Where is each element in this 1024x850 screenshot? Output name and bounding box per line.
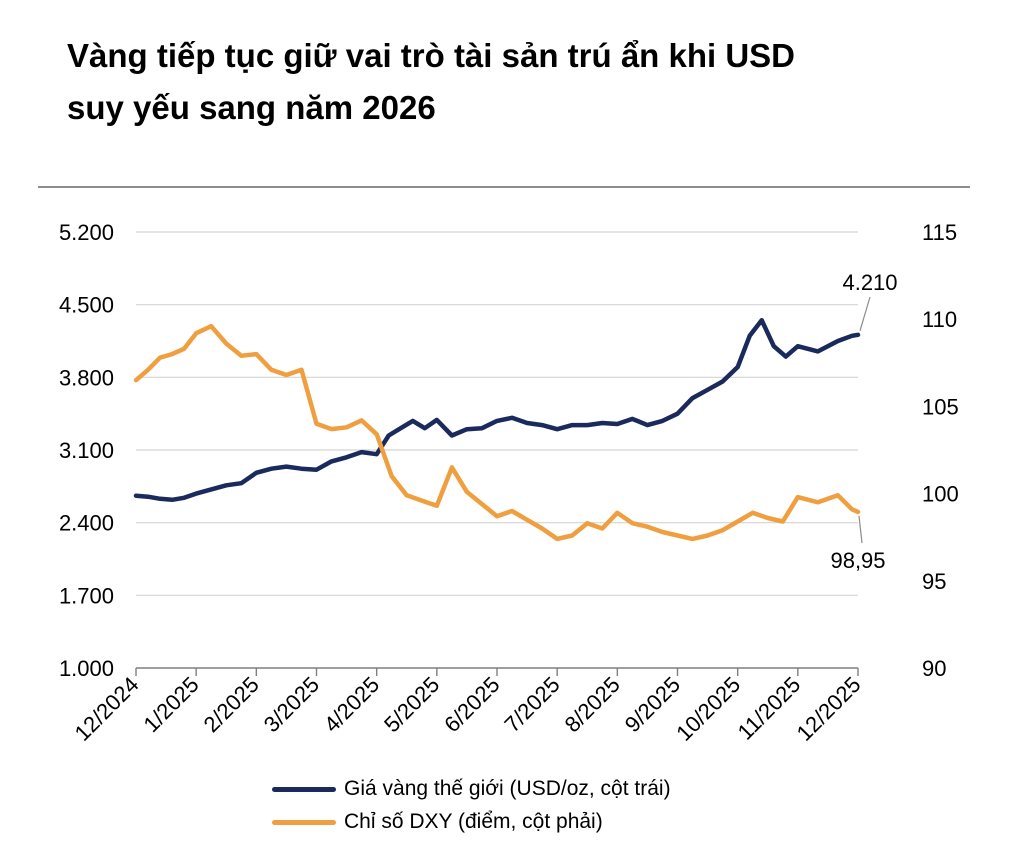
y-right-tick-label: 110 bbox=[922, 307, 957, 332]
x-tick-label: 7/2025 bbox=[499, 672, 564, 737]
dxy-end-label: 98,95 bbox=[830, 548, 885, 573]
chart-title-line-1: Vàng tiếp tục giữ vai trò tài sản trú ẩn… bbox=[67, 37, 796, 74]
y-right-tick-label: 100 bbox=[922, 482, 959, 507]
y-right-tick-label: 105 bbox=[922, 394, 959, 419]
y-left-tick-label: 5.200 bbox=[59, 220, 114, 245]
x-tick-label: 5/2025 bbox=[379, 672, 444, 737]
x-tick-label: 4/2025 bbox=[319, 672, 384, 737]
dxy-index-line bbox=[133, 323, 861, 542]
dxy-end-label-leader bbox=[858, 515, 863, 544]
chart-title: Vàng tiếp tục giữ vai trò tài sản trú ẩn… bbox=[67, 30, 967, 134]
gold-price-line bbox=[133, 317, 861, 503]
legend-label-dxy: Chỉ số DXY (điểm, cột phải) bbox=[344, 810, 603, 833]
title-divider bbox=[38, 186, 970, 188]
y-left-tick-label: 1.000 bbox=[59, 656, 114, 681]
x-tick-label: 6/2025 bbox=[439, 672, 504, 737]
y-left-tick-label: 3.100 bbox=[59, 438, 114, 463]
gold-end-label: 4.210 bbox=[842, 270, 897, 295]
legend-swatch-gold bbox=[272, 786, 336, 792]
y-left-tick-label: 2.400 bbox=[59, 511, 114, 536]
y-right-tick-label: 115 bbox=[922, 220, 957, 245]
x-tick-label: 12/2024 bbox=[70, 672, 144, 746]
y-left-tick-label: 4.500 bbox=[59, 293, 114, 318]
y-left-tick-label: 3.800 bbox=[59, 365, 114, 390]
y-right-tick-label: 95 bbox=[922, 569, 946, 594]
x-tick-label: 8/2025 bbox=[560, 672, 625, 737]
legend-swatch-dxy bbox=[272, 819, 336, 825]
x-tick-label: 2/2025 bbox=[199, 672, 264, 737]
y-left-tick-label: 1.700 bbox=[59, 583, 114, 608]
x-tick-label: 3/2025 bbox=[259, 672, 324, 737]
x-tick-label: 10/2025 bbox=[671, 672, 745, 746]
y-right-tick-label: 90 bbox=[922, 656, 946, 681]
legend-label-gold: Giá vàng thế giới (USD/oz, cột trái) bbox=[344, 777, 671, 800]
legend-item-dxy: Chỉ số DXY (điểm, cột phải) bbox=[272, 807, 603, 837]
x-tick-label: 12/2025 bbox=[792, 672, 866, 746]
chart-title-line-2: suy yếu sang năm 2026 bbox=[67, 89, 436, 126]
x-tick-label: 11/2025 bbox=[733, 672, 806, 745]
x-tick-label: 1/2025 bbox=[138, 672, 203, 737]
gold-end-label-leader bbox=[859, 296, 871, 331]
legend-item-gold: Giá vàng thế giới (USD/oz, cột trái) bbox=[272, 774, 671, 804]
